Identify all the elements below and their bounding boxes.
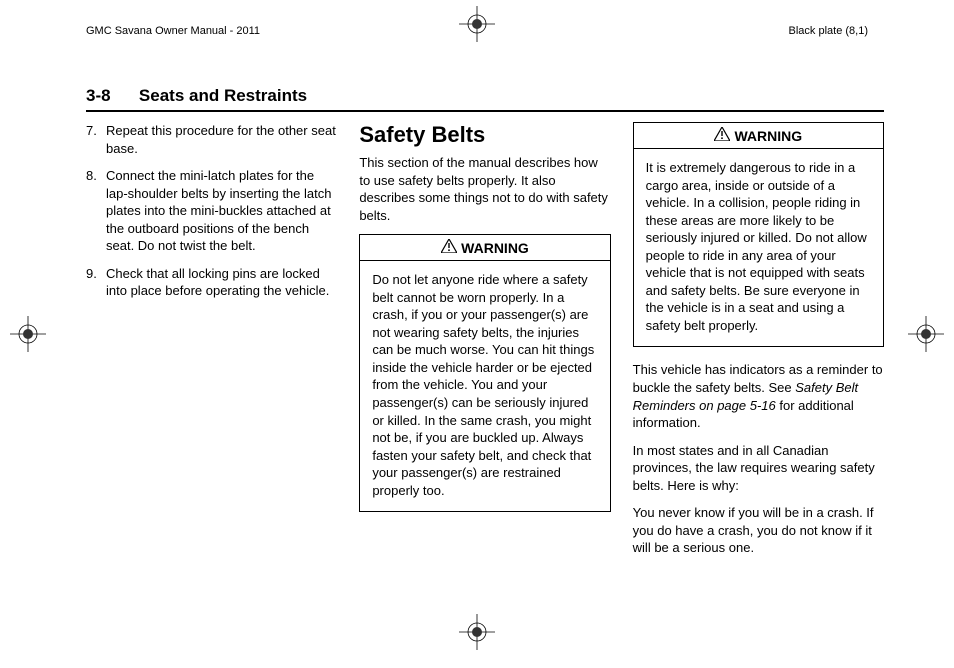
warning-body-text: It is extremely dangerous to ride in a c… bbox=[634, 149, 883, 346]
registration-mark-left bbox=[10, 316, 46, 352]
procedure-list: 7. Repeat this procedure for the other s… bbox=[86, 122, 337, 300]
list-number: 9. bbox=[86, 265, 106, 300]
page-content: 7. Repeat this procedure for the other s… bbox=[86, 122, 884, 628]
section-title: Seats and Restraints bbox=[139, 86, 307, 105]
list-text: Connect the mini-latch plates for the la… bbox=[106, 167, 337, 255]
safety-belts-heading: Safety Belts bbox=[359, 122, 610, 148]
warning-header: WARNING bbox=[360, 235, 609, 261]
warning-box: WARNING Do not let anyone ride where a s… bbox=[359, 234, 610, 512]
list-text: Repeat this procedure for the other seat… bbox=[106, 122, 337, 157]
warning-triangle-icon bbox=[714, 127, 730, 144]
registration-mark-right bbox=[908, 316, 944, 352]
section-number: 3-8 bbox=[86, 86, 111, 105]
intro-paragraph: This section of the manual describes how… bbox=[359, 154, 610, 224]
warning-label: WARNING bbox=[734, 128, 802, 144]
warning-body-text: Do not let anyone ride where a safety be… bbox=[360, 261, 609, 511]
warning-header: WARNING bbox=[634, 123, 883, 149]
list-number: 8. bbox=[86, 167, 106, 255]
manual-title: GMC Savana Owner Manual - 2011 bbox=[86, 25, 260, 37]
list-text: Check that all locking pins are locked i… bbox=[106, 265, 337, 300]
reminder-paragraph: This vehicle has indicators as a reminde… bbox=[633, 361, 884, 431]
page-header: GMC Savana Owner Manual - 2011 Black pla… bbox=[0, 16, 954, 46]
plate-info: Black plate (8,1) bbox=[789, 25, 868, 37]
warning-box: WARNING It is extremely dangerous to rid… bbox=[633, 122, 884, 347]
crash-paragraph: You never know if you will be in a crash… bbox=[633, 504, 884, 557]
section-header: 3-8 Seats and Restraints bbox=[86, 86, 884, 112]
list-item: 7. Repeat this procedure for the other s… bbox=[86, 122, 337, 157]
warning-triangle-icon bbox=[441, 239, 457, 256]
list-number: 7. bbox=[86, 122, 106, 157]
list-item: 8. Connect the mini-latch plates for the… bbox=[86, 167, 337, 255]
column-1: 7. Repeat this procedure for the other s… bbox=[86, 122, 337, 628]
warning-label: WARNING bbox=[461, 240, 529, 256]
column-2: Safety Belts This section of the manual … bbox=[359, 122, 610, 628]
column-3: WARNING It is extremely dangerous to rid… bbox=[633, 122, 884, 628]
law-paragraph: In most states and in all Canadian provi… bbox=[633, 442, 884, 495]
list-item: 9. Check that all locking pins are locke… bbox=[86, 265, 337, 300]
